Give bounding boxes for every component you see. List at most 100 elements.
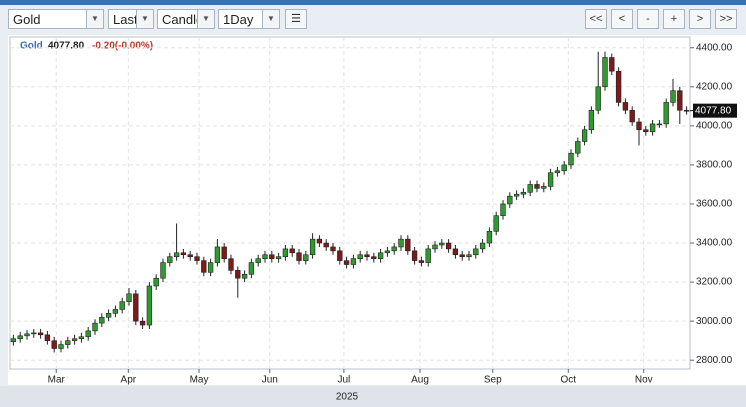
candle-body bbox=[241, 273, 248, 279]
candle-body bbox=[439, 242, 445, 246]
y-tick-label: 3600.00 bbox=[696, 199, 733, 210]
nav-button[interactable]: >> bbox=[715, 9, 737, 29]
x-tick-label: May bbox=[190, 375, 209, 386]
y-tick-label: 4200.00 bbox=[696, 81, 733, 92]
candle-body bbox=[391, 246, 397, 252]
candle-body bbox=[255, 258, 261, 263]
candle-body bbox=[337, 250, 343, 261]
field-select[interactable]: Last ▼ bbox=[108, 9, 154, 29]
candle-body bbox=[51, 340, 57, 349]
candle-body bbox=[364, 254, 370, 258]
candle-body bbox=[235, 270, 241, 279]
candle-body bbox=[31, 332, 37, 335]
candle-body bbox=[581, 129, 588, 142]
candle-body bbox=[167, 256, 173, 263]
candle-body bbox=[99, 316, 105, 324]
candle-body bbox=[78, 336, 85, 340]
candle-body bbox=[649, 123, 656, 133]
last-price-tag bbox=[693, 103, 737, 118]
dropdown-arrow: ▼ bbox=[197, 10, 214, 28]
candle-body bbox=[432, 244, 438, 250]
list-button[interactable]: ☰ bbox=[285, 9, 307, 29]
candle-body bbox=[445, 242, 452, 250]
y-tick-label: 4400.00 bbox=[696, 42, 733, 53]
candle-body bbox=[513, 193, 520, 197]
dropdown-arrow: ▼ bbox=[86, 10, 103, 28]
candle-body bbox=[629, 109, 635, 123]
candle-body bbox=[105, 313, 112, 318]
candle-body bbox=[92, 322, 98, 332]
select-text: 1Day bbox=[223, 12, 254, 27]
candle-body bbox=[636, 121, 642, 131]
x-tick-label: Aug bbox=[411, 375, 429, 386]
candle-body bbox=[377, 252, 384, 259]
candle-body bbox=[343, 260, 350, 265]
candle-body bbox=[112, 309, 119, 314]
nav-button[interactable]: - bbox=[637, 9, 659, 29]
y-tick-label: 2800.00 bbox=[696, 355, 733, 366]
candle-body bbox=[500, 203, 506, 216]
candle-body bbox=[595, 86, 601, 111]
select-text: Last bbox=[113, 12, 138, 27]
candle-body bbox=[10, 338, 17, 342]
candle-body bbox=[187, 254, 193, 258]
candle-body bbox=[384, 250, 391, 254]
candle-body bbox=[119, 301, 125, 310]
candle-body bbox=[520, 191, 527, 195]
legend-last: 4077.80 bbox=[48, 41, 85, 52]
x-axis-year: 2025 bbox=[336, 392, 359, 403]
candle-body bbox=[507, 195, 513, 205]
candle-body bbox=[371, 256, 377, 259]
candle-body bbox=[575, 141, 581, 154]
y-tick-label: 3200.00 bbox=[696, 277, 733, 288]
candle-body bbox=[466, 254, 472, 258]
candle-body bbox=[683, 109, 690, 112]
candle-body bbox=[602, 57, 608, 88]
x-tick-label: Nov bbox=[635, 375, 653, 386]
candle-body bbox=[303, 254, 309, 261]
candle-body bbox=[37, 332, 44, 336]
candle-body bbox=[568, 152, 574, 166]
y-tick-label: 3800.00 bbox=[696, 160, 733, 171]
symbol-select[interactable]: Gold ▼ bbox=[8, 9, 104, 29]
candle-body bbox=[296, 252, 302, 261]
nav-button[interactable]: > bbox=[689, 9, 711, 29]
plot-area bbox=[9, 36, 691, 370]
candle-body bbox=[330, 246, 336, 252]
candle-body bbox=[139, 320, 146, 326]
candle-body bbox=[527, 184, 533, 193]
candle-body bbox=[615, 70, 622, 103]
candle-body bbox=[479, 242, 486, 250]
interval-select[interactable]: 1Day ▼ bbox=[218, 9, 280, 29]
candle-body bbox=[398, 238, 404, 248]
candle-body bbox=[173, 252, 180, 258]
candle-body bbox=[350, 258, 357, 265]
nav-button[interactable]: < bbox=[611, 9, 633, 29]
candle-body bbox=[663, 102, 669, 125]
y-tick-label: 3400.00 bbox=[696, 238, 733, 249]
style-select[interactable]: Candle ▼ bbox=[157, 9, 215, 29]
candle-body bbox=[65, 340, 71, 345]
nav-button[interactable]: + bbox=[663, 9, 685, 29]
candle-body bbox=[201, 260, 207, 273]
candle-body bbox=[656, 123, 663, 126]
candle-body bbox=[411, 250, 418, 261]
nav-button[interactable]: << bbox=[585, 9, 607, 29]
candle-body bbox=[493, 215, 499, 232]
candle-body bbox=[316, 238, 323, 244]
candle-body bbox=[561, 164, 567, 172]
candle-body bbox=[17, 335, 23, 340]
candle-body bbox=[534, 184, 540, 189]
candle-body bbox=[547, 172, 554, 187]
candle-body bbox=[214, 246, 221, 263]
candle-body bbox=[58, 344, 64, 349]
dropdown-arrow: ▼ bbox=[136, 10, 153, 28]
x-tick-label: Apr bbox=[121, 375, 137, 386]
select-text: Candle bbox=[162, 12, 204, 27]
select-text: Gold bbox=[13, 12, 41, 27]
time-band bbox=[0, 386, 746, 407]
candle-body bbox=[282, 248, 289, 258]
candle-body bbox=[207, 262, 214, 273]
